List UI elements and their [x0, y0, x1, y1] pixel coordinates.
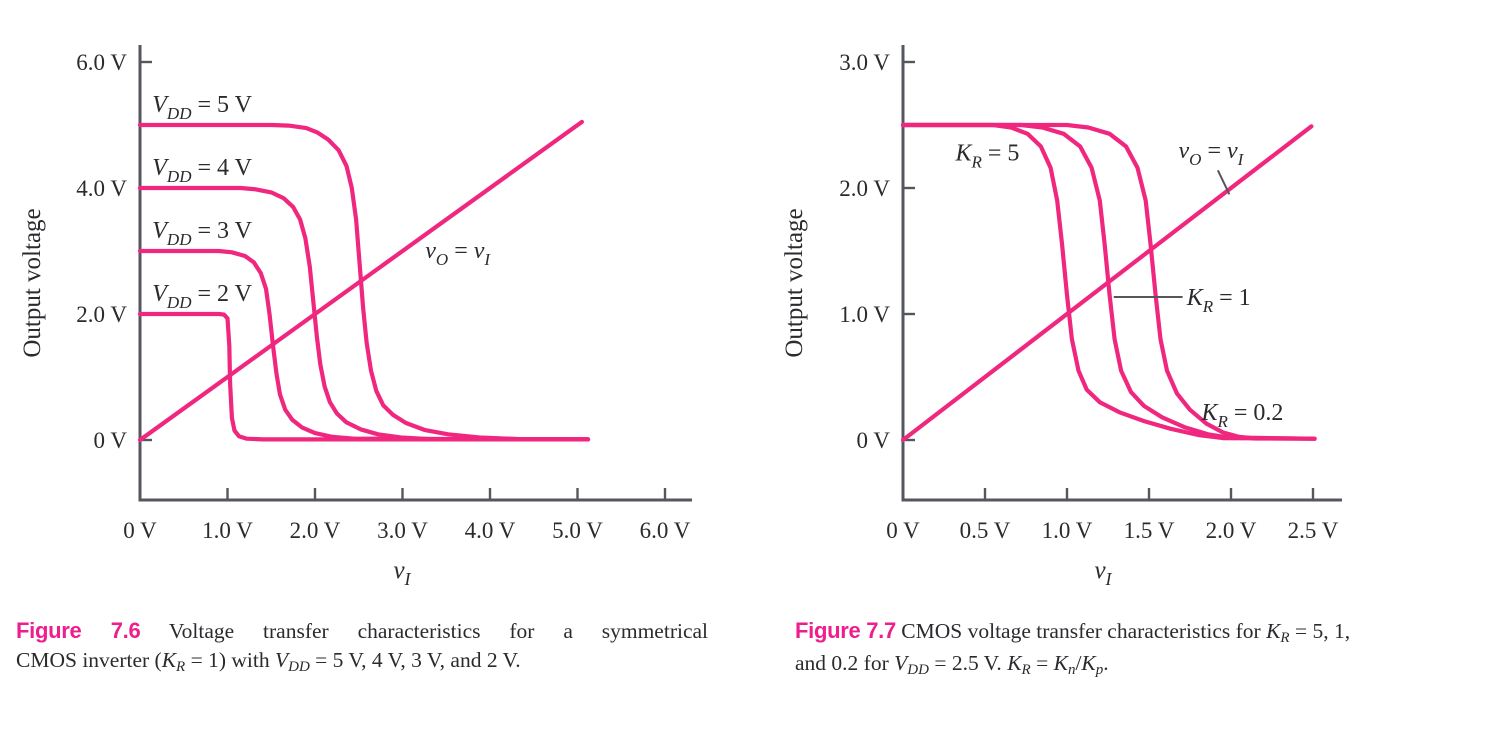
x-tick-label: 2.0 V — [1206, 518, 1257, 543]
x-tick-label: 1.0 V — [1042, 518, 1093, 543]
y-tick-label: 0 V — [94, 428, 128, 453]
curve-vo-vi — [900, 124, 1314, 443]
figure-7-7-plot: 0 V 0.5 V 1.0 V 1.5 V 2.0 V 2.5 V 0 V 1.0 V 2.0 … — [781, 45, 1342, 589]
y-tick-label: 2.0 V — [76, 302, 127, 327]
caption-text: K — [1007, 651, 1022, 675]
caption-text: DD — [288, 659, 310, 675]
caption-text: R — [1280, 630, 1290, 646]
curve-kr-1 — [900, 122, 1317, 441]
caption-text: = 5, 1, — [1289, 619, 1351, 643]
annotation-label: VDD = 3 V — [152, 218, 252, 249]
figure-7-7-caption: Figure 7.7 CMOS voltage transfer charact… — [795, 616, 1490, 681]
x-tick-label: 0 V — [123, 518, 157, 543]
x-axis-title: vI — [1094, 557, 1112, 589]
x-tick-label: 1.0 V — [202, 518, 253, 543]
figure-number-label: Figure 7.7 — [795, 618, 896, 643]
caption-text: = 1) with — [185, 648, 275, 672]
caption-line: Figure 7.7 CMOS voltage transfer charact… — [795, 616, 1490, 649]
annotation-label: vO = vI — [1179, 138, 1245, 169]
caption-text: . — [1103, 651, 1109, 675]
curve-vdd-5-v — [137, 122, 591, 442]
annotation-label: KR = 5 — [954, 140, 1019, 171]
x-tick-label: 2.0 V — [290, 518, 341, 543]
caption-text: = — [1030, 651, 1054, 675]
figure-7-6-caption: Figure 7.6 Voltage transfer characterist… — [16, 616, 708, 678]
x-tick-label: 4.0 V — [465, 518, 516, 543]
caption-text: K — [1266, 619, 1281, 643]
annotation-label: vO = vI — [425, 238, 491, 269]
y-axis-title: Output voltage — [19, 208, 46, 357]
x-tick-label: 5.0 V — [552, 518, 603, 543]
curve-vo-vi — [137, 119, 585, 443]
caption-text: DD — [907, 662, 929, 678]
curve-vdd-2-v — [137, 311, 591, 442]
caption-text: V — [894, 651, 908, 675]
figure-number-label: Figure 7.6 — [16, 618, 141, 643]
y-tick-label: 1.0 V — [839, 302, 890, 327]
caption-text: CMOS voltage transfer characteristics fo… — [895, 619, 1267, 643]
x-tick-label: 1.5 V — [1124, 518, 1175, 543]
caption-text: = 5 V, 4 V, 3 V, and 2 V. — [309, 648, 521, 672]
caption-text: R — [1021, 662, 1031, 678]
caption-text: CMOS inverter ( — [16, 648, 162, 672]
caption-text: V — [274, 648, 289, 672]
x-axis-title: vI — [393, 557, 411, 589]
caption-text: / — [1075, 651, 1082, 675]
caption-text: R — [176, 659, 186, 675]
caption-line: Figure 7.6 Voltage transfer characterist… — [16, 616, 708, 646]
annotation-label: KR = 1 — [1186, 285, 1251, 316]
annotation-leader-line — [1216, 169, 1231, 195]
caption-text: K — [161, 648, 177, 672]
x-tick-label: 0 V — [886, 518, 920, 543]
caption-text: Voltage transfer characteristics for a s… — [140, 619, 709, 643]
x-tick-label: 2.5 V — [1288, 518, 1339, 543]
caption-text: = 2.5 V. — [928, 651, 1008, 675]
caption-line: CMOS inverter (KR = 1) with VDD = 5 V, 4… — [16, 646, 708, 678]
curve-kr-5 — [900, 122, 1317, 441]
curve-vdd-4-v — [137, 185, 591, 442]
curve-vdd-3-v — [137, 248, 591, 442]
annotation-label: VDD = 4 V — [152, 155, 252, 186]
x-tick-label: 3.0 V — [377, 518, 428, 543]
curve-kr-0.2 — [900, 122, 1317, 441]
y-tick-label: 4.0 V — [76, 176, 127, 201]
y-tick-label: 2.0 V — [839, 176, 890, 201]
y-tick-label: 0 V — [857, 428, 891, 453]
caption-text: and 0.2 for — [795, 651, 895, 675]
caption-line: and 0.2 for VDD = 2.5 V. KR = Kn/Kp. — [795, 649, 1490, 681]
caption-text: K — [1081, 651, 1096, 675]
caption-text: n — [1067, 662, 1076, 678]
y-tick-label: 3.0 V — [839, 50, 890, 75]
annotation-label: VDD = 5 V — [152, 92, 252, 123]
caption-text: p — [1095, 662, 1104, 678]
caption-text: K — [1053, 651, 1068, 675]
annotation-label: VDD = 2 V — [152, 281, 252, 312]
x-tick-label: 0.5 V — [960, 518, 1011, 543]
x-tick-label: 6.0 V — [640, 518, 691, 543]
figure-7-6-plot: 0 V 1.0 V 2.0 V 3.0 V 4.0 V 5.0 V 6.0 V 0 V 2.0 … — [19, 45, 692, 589]
y-axis-title: Output voltage — [781, 208, 808, 357]
y-tick-label: 6.0 V — [76, 50, 127, 75]
annotation-label: KR = 0.2 — [1200, 400, 1283, 431]
